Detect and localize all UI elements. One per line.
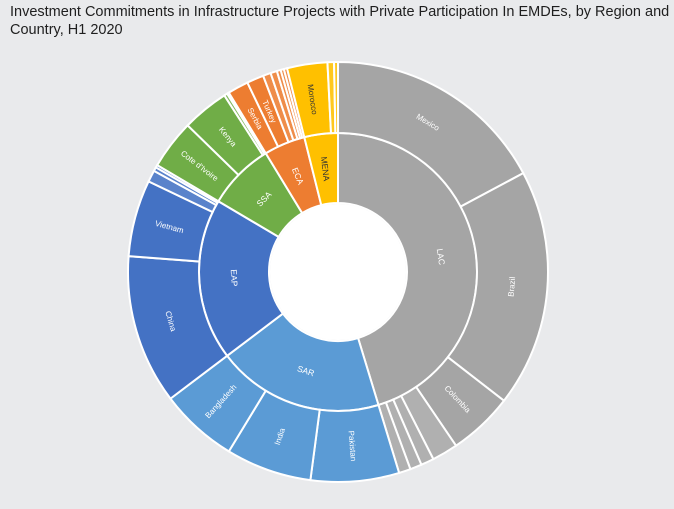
region-label-mena: MENA: [319, 156, 332, 182]
country-label-pakistan: Pakistan: [347, 430, 358, 461]
chart-title: Investment Commitments in Infrastructure…: [10, 4, 670, 38]
region-label-eap: EAP: [229, 269, 240, 287]
country-label-brazil: Brazil: [507, 276, 518, 297]
region-label-lac: LAC: [435, 248, 447, 266]
country-slice-mena-other-2: [333, 60, 339, 135]
donut-hole: [270, 204, 406, 340]
